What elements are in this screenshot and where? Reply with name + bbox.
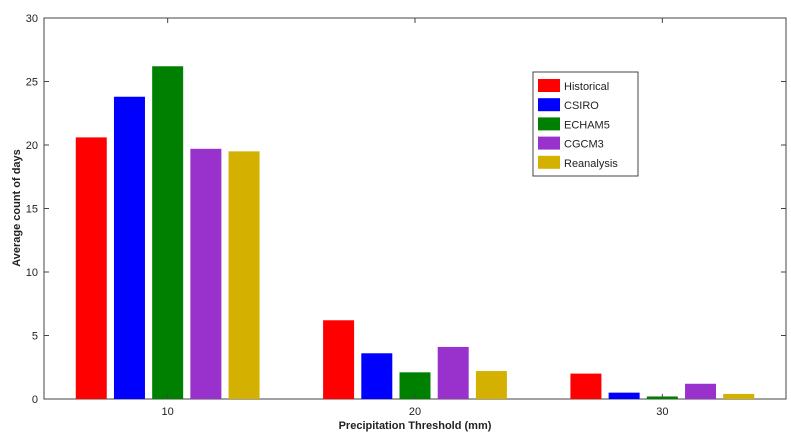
y-tick-label: 20 — [26, 140, 38, 152]
x-tick-label: 30 — [656, 406, 668, 418]
legend-swatch-csiro — [538, 98, 560, 112]
bar-historical-20 — [323, 320, 355, 399]
y-tick-label: 10 — [26, 267, 38, 279]
bar-cgcm3-30 — [685, 383, 717, 399]
y-axis-title: Average count of days — [11, 149, 23, 267]
legend-label-echam5: ECHAM5 — [564, 119, 610, 131]
x-tick-label: 10 — [162, 406, 174, 418]
legend-label-cgcm3: CGCM3 — [564, 139, 604, 151]
legend-swatch-cgcm3 — [538, 136, 560, 150]
legend-label-historical: Historical — [564, 81, 609, 93]
x-axis-title: Precipitation Threshold (mm) — [339, 420, 492, 432]
bar-csiro-20 — [361, 353, 393, 399]
bar-historical-30 — [570, 373, 602, 399]
bar-csiro-30 — [608, 392, 640, 399]
y-tick-label: 0 — [32, 394, 38, 406]
bar-historical-10 — [75, 137, 107, 399]
bar-reanalysis-20 — [475, 371, 507, 399]
bars-group — [75, 66, 755, 400]
legend-swatch-historical — [538, 79, 560, 92]
bar-reanalysis-30 — [723, 393, 755, 399]
legend: Historical CSIRO ECHAM5 CGCM3 Reanalysis — [532, 71, 639, 177]
y-tick-label: 15 — [26, 204, 38, 216]
legend-swatch-reanalysis — [538, 155, 560, 169]
y-tick-label: 30 — [26, 13, 38, 25]
y-tick-label: 5 — [32, 331, 38, 343]
bar-reanalysis-10 — [228, 151, 260, 399]
y-axis: 0 5 10 15 20 25 30 — [26, 13, 786, 406]
legend-swatch-echam5 — [538, 117, 560, 131]
legend-label-reanalysis: Reanalysis — [564, 158, 618, 170]
y-tick-label: 25 — [26, 77, 38, 89]
x-tick-label: 20 — [409, 406, 421, 418]
bar-cgcm3-10 — [190, 148, 222, 399]
legend-label-csiro: CSIRO — [564, 100, 599, 112]
x-axis: 10 20 30 — [162, 18, 668, 418]
bar-csiro-10 — [113, 96, 145, 400]
bar-echam5-10 — [152, 66, 184, 399]
bar-cgcm3-20 — [437, 346, 469, 399]
